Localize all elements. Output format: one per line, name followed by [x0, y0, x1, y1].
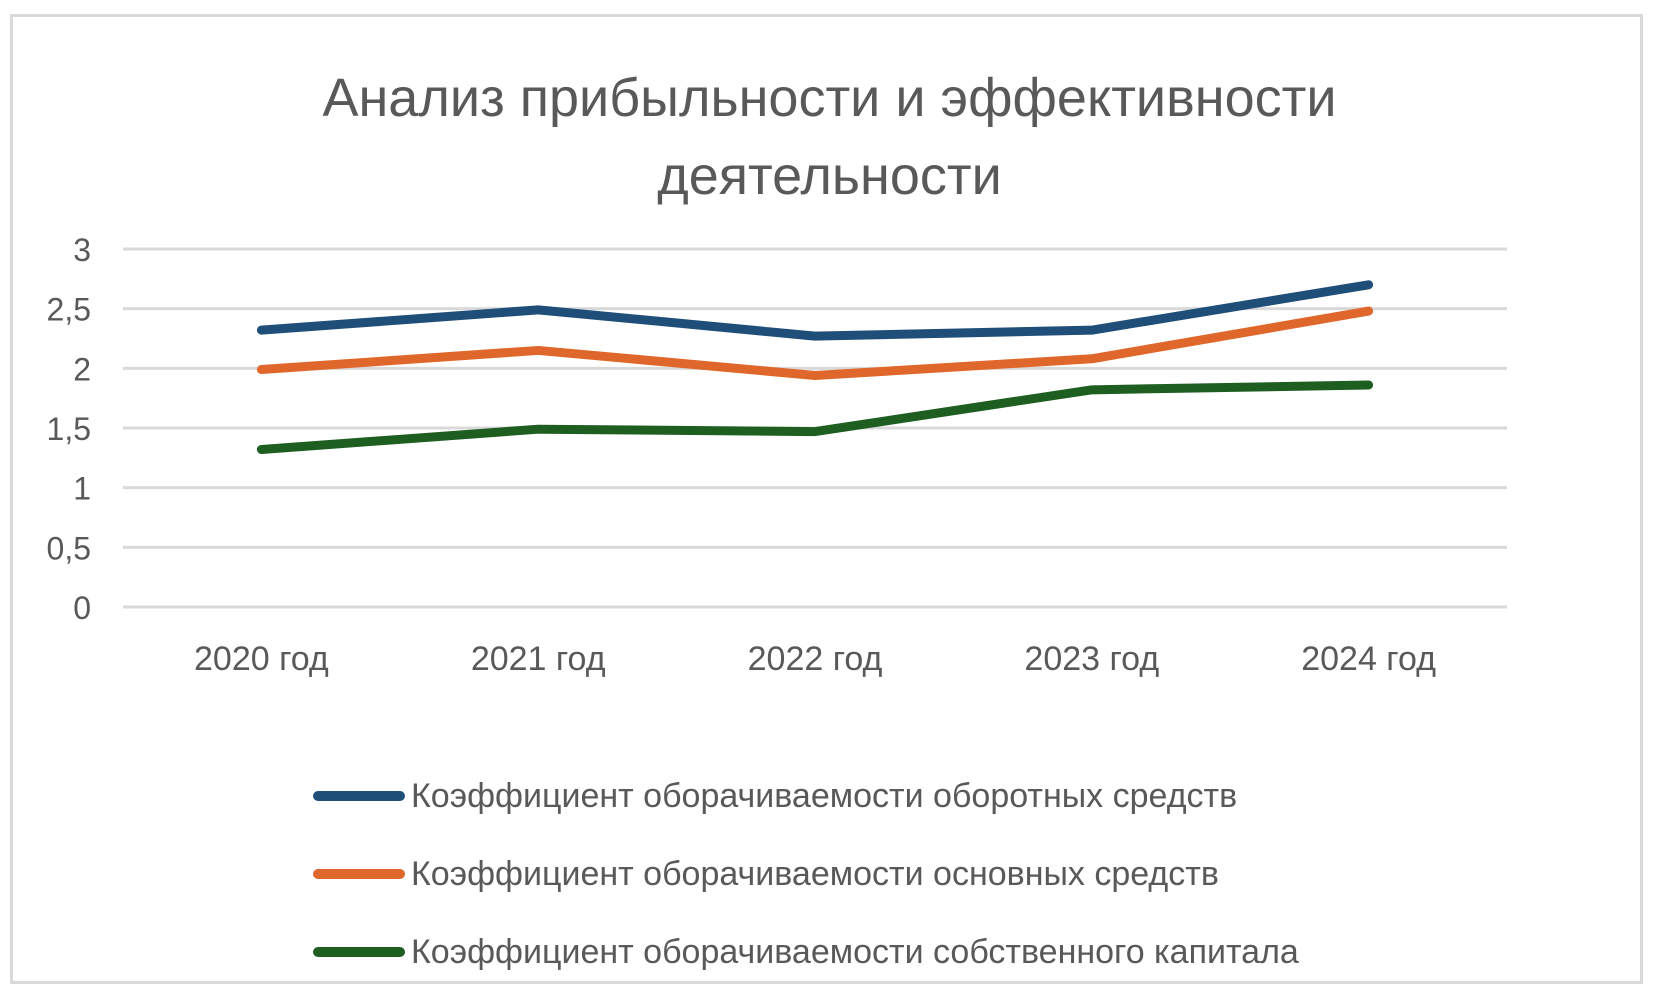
x-tick-label: 2022 год: [748, 640, 883, 678]
y-tick-label: 2: [73, 351, 91, 387]
legend-item: Коэффициент оборачиваемости оборотных ср…: [313, 757, 1299, 835]
x-tick-label: 2024 год: [1301, 640, 1436, 678]
y-tick-label: 0: [73, 590, 91, 626]
x-tick-label: 2020 год: [194, 640, 329, 678]
y-tick-label: 1: [73, 471, 91, 507]
y-tick-label: 3: [73, 232, 91, 268]
legend-swatch: [313, 869, 405, 879]
legend-swatch: [313, 791, 405, 801]
chart-title-line-2: деятельности: [657, 146, 1002, 206]
legend-label: Коэффициент оборачиваемости оборотных ср…: [411, 776, 1238, 815]
legend-label: Коэффициент оборачиваемости собственного…: [411, 932, 1299, 971]
series-line: [256, 380, 1374, 454]
chart-title-line-1: Анализ прибыльности и эффективности: [322, 68, 1337, 128]
legend-item: Коэффициент оборачиваемости основных сре…: [313, 835, 1299, 913]
legend-label: Коэффициент оборачиваемости основных сре…: [411, 854, 1219, 893]
x-tick-label: 2021 год: [471, 640, 606, 678]
x-tick-label: 2023 год: [1024, 640, 1159, 678]
chart-frame: Анализ прибыльности и эффективности деят…: [10, 14, 1643, 984]
y-tick-label: 0,5: [47, 530, 91, 566]
series-line: [256, 306, 1374, 380]
legend-item: Коэффициент оборачиваемости собственного…: [313, 913, 1299, 991]
y-tick-label: 2,5: [47, 292, 91, 328]
y-tick-label: 1,5: [47, 411, 91, 447]
plot-area: 0 0,5 1 1,5 2 2,5 3 2020 год 2021 год 2022 год 202…: [47, 232, 1507, 678]
series-line: [256, 280, 1374, 341]
legend-swatch: [313, 947, 405, 957]
legend: Коэффициент оборачиваемости оборотных ср…: [313, 757, 1299, 991]
chart-title: Анализ прибыльности и эффективности деят…: [13, 59, 1646, 215]
